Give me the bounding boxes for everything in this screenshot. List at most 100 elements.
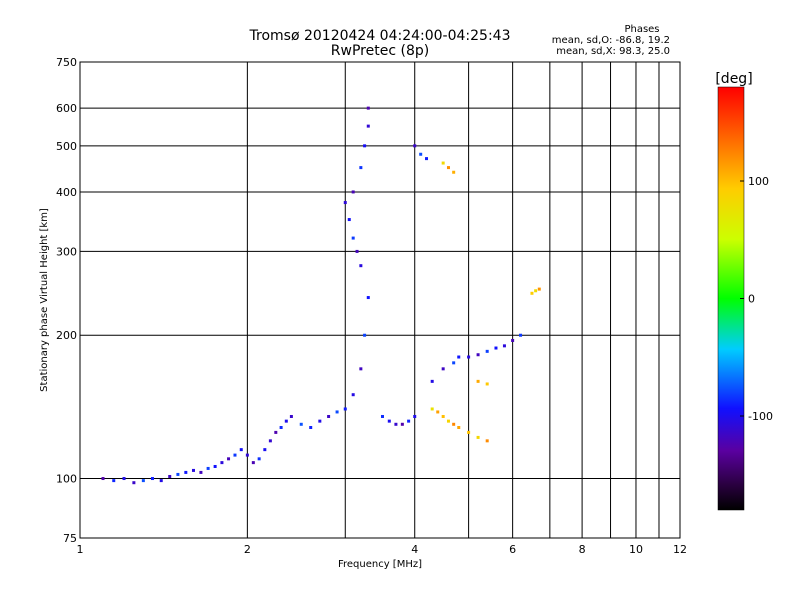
y-tick-label: 200 (56, 329, 77, 342)
data-point (441, 161, 445, 165)
data-point (476, 379, 480, 383)
data-point (359, 264, 363, 268)
data-point (359, 166, 363, 170)
legend-title: Phases (624, 24, 659, 35)
data-point (387, 419, 391, 423)
data-point (441, 367, 445, 371)
x-tick-label: 2 (244, 543, 251, 556)
data-point (279, 425, 283, 429)
y-tick-label: 600 (56, 102, 77, 115)
data-point (351, 190, 355, 194)
x-tick-label: 6 (509, 543, 516, 556)
data-point (430, 407, 434, 411)
chart-subtitle: RwPretec (8p) (331, 43, 429, 59)
data-point (394, 422, 398, 426)
y-tick-label: 400 (56, 186, 77, 199)
colorbar-tick-label: -100 (748, 410, 773, 423)
data-point (227, 457, 231, 461)
colorbar-tick-label: 100 (748, 175, 769, 188)
data-point (436, 410, 440, 414)
data-point (366, 124, 370, 128)
data-point (452, 170, 456, 174)
data-point (494, 346, 498, 350)
y-tick-label: 100 (56, 473, 77, 486)
data-point (274, 430, 278, 434)
data-point (380, 414, 384, 418)
data-point (534, 289, 538, 293)
data-point (213, 464, 217, 468)
x-tick-label: 12 (673, 543, 687, 556)
data-point (430, 379, 434, 383)
data-point (199, 470, 203, 474)
data-point (251, 461, 255, 465)
x-axis-label: Frequency [MHz] (338, 559, 422, 570)
data-point (366, 106, 370, 110)
data-point (366, 296, 370, 300)
colorbar-ticks: 100 0 -100 (740, 175, 773, 423)
data-point (284, 419, 288, 423)
data-point (299, 422, 303, 426)
x-tick-label: 1 (77, 543, 84, 556)
data-point (476, 353, 480, 357)
data-point (485, 349, 489, 353)
data-point (476, 435, 480, 439)
x-tick-label: 4 (411, 543, 418, 556)
data-point (327, 414, 331, 418)
data-point (519, 333, 523, 337)
y-tick-label: 300 (56, 245, 77, 258)
data-point (159, 479, 163, 483)
grid-lines (79, 61, 681, 539)
data-point (407, 419, 411, 423)
data-point (220, 461, 224, 465)
data-point (168, 474, 172, 478)
data-point (309, 425, 313, 429)
legend-line-o: mean, sd,O: -86.8, 19.2 (552, 35, 670, 46)
data-point (245, 453, 249, 457)
data-point (359, 367, 363, 371)
data-point (413, 144, 417, 148)
data-point (511, 338, 515, 342)
colorbar-label: [deg] (715, 71, 752, 87)
y-tick-label: 75 (63, 532, 77, 545)
data-point (441, 414, 445, 418)
data-point (457, 355, 461, 359)
colorbar (717, 86, 745, 511)
data-point (343, 407, 347, 411)
data-point (206, 466, 210, 470)
data-point (239, 448, 243, 452)
data-point (419, 152, 423, 156)
data-point (112, 479, 116, 483)
data-point (485, 439, 489, 443)
data-point (537, 287, 541, 291)
chart-title: Tromsø 20120424 04:24:00-04:25:43 (249, 28, 511, 44)
y-tick-label: 750 (56, 56, 77, 69)
data-point (122, 477, 126, 481)
colorbar-tick-label: 0 (748, 293, 755, 306)
data-point (467, 430, 471, 434)
data-point (263, 448, 267, 452)
data-point (335, 410, 339, 414)
data-point (289, 414, 293, 418)
data-point (485, 382, 489, 386)
data-point (446, 166, 450, 170)
data-point (363, 333, 367, 337)
data-point (347, 218, 351, 222)
data-point (351, 236, 355, 240)
y-tick-label: 500 (56, 140, 77, 153)
data-point (363, 144, 367, 148)
data-points (101, 106, 541, 485)
data-point (446, 419, 450, 423)
x-tick-label: 10 (629, 543, 643, 556)
data-point (318, 419, 322, 423)
data-point (413, 414, 417, 418)
data-point (452, 361, 456, 365)
data-point (191, 468, 195, 472)
data-point (351, 393, 355, 397)
x-tick-label: 8 (579, 543, 586, 556)
data-point (257, 457, 261, 461)
data-point (176, 472, 180, 476)
data-point (467, 355, 471, 359)
data-point (233, 453, 237, 457)
